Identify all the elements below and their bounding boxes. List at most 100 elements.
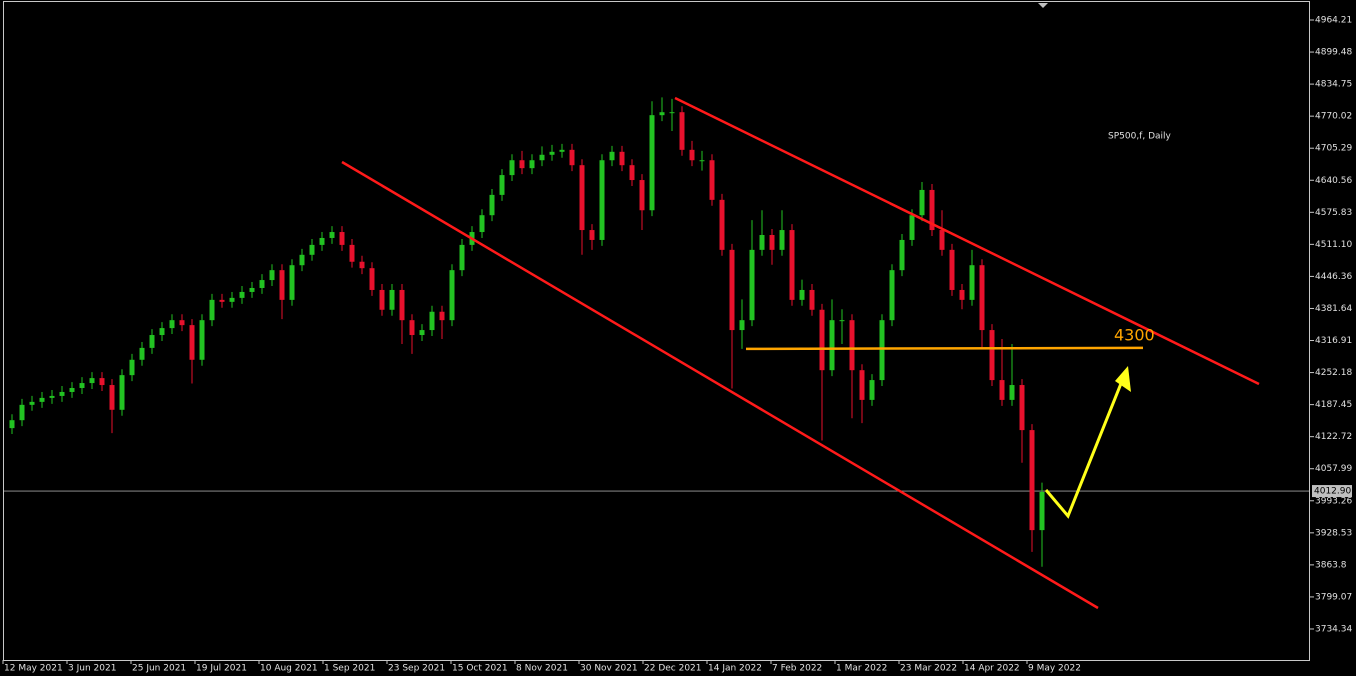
candle-body: [89, 378, 95, 384]
price-label: 4012.90: [1314, 487, 1351, 497]
candle-body: [79, 383, 85, 389]
y-tick-label: 4964.21: [1315, 15, 1352, 25]
candle-body: [749, 249, 755, 321]
x-tick-label: 3 Jun 2021: [68, 664, 116, 674]
candle-body: [849, 320, 855, 371]
x-tick-label: 19 Jul 2021: [196, 664, 247, 674]
candle-body: [59, 391, 65, 396]
y-tick-label: 4770.02: [1315, 112, 1352, 122]
candle-body: [429, 311, 435, 331]
candle-body: [99, 378, 105, 386]
candle-body: [529, 160, 535, 169]
candle-body: [689, 149, 695, 161]
candle-body: [939, 230, 945, 250]
candle-body: [899, 239, 905, 271]
shift-marker: [1038, 3, 1048, 8]
y-tick-label: 4834.75: [1315, 80, 1352, 90]
candle-body: [629, 165, 635, 181]
candle-body: [189, 325, 195, 360]
candle-body: [269, 270, 275, 281]
candle-body: [889, 270, 895, 321]
candle-body: [459, 244, 465, 271]
symbol-label: SP500,f, Daily: [1108, 132, 1172, 142]
x-tick-label: 23 Sep 2021: [388, 664, 445, 674]
candle-body: [819, 309, 825, 371]
candle-body: [339, 232, 345, 245]
y-tick-label: 3734.34: [1315, 624, 1352, 634]
candle-body: [589, 230, 595, 240]
candle-body: [319, 237, 325, 245]
candle-body: [259, 280, 265, 288]
candle-body: [449, 270, 455, 321]
candle-body: [539, 154, 545, 161]
candle-body: [909, 215, 915, 240]
candle-body: [779, 230, 785, 250]
y-tick-label: 4899.48: [1315, 48, 1352, 58]
y-tick-label: 4187.45: [1315, 400, 1352, 410]
candle-body: [159, 328, 165, 336]
candle-body: [119, 375, 125, 410]
candle-body: [299, 254, 305, 266]
plot-border: [3, 1, 1310, 661]
x-tick-label: 14 Apr 2022: [964, 664, 1020, 674]
candle-body: [709, 160, 715, 200]
candle-body: [639, 180, 645, 211]
y-tick-label: 4122.72: [1315, 432, 1352, 442]
candle-body: [569, 149, 575, 166]
candle-body: [869, 380, 875, 400]
candle-body: [839, 320, 845, 322]
candle-body: [1039, 491, 1045, 531]
candle-body: [599, 160, 605, 240]
candle-body: [519, 160, 525, 169]
y-tick-label: 4511.10: [1315, 240, 1352, 250]
candle-body: [289, 265, 295, 300]
candle-body: [359, 261, 365, 269]
candle-body: [669, 112, 675, 114]
x-tick-label: 22 Dec 2021: [644, 664, 702, 674]
x-tick-label: 9 May 2022: [1028, 664, 1081, 674]
candle-body: [9, 420, 15, 429]
x-tick-label: 7 Feb 2022: [772, 664, 822, 674]
x-tick-label: 23 Mar 2022: [900, 664, 957, 674]
candle-body: [279, 270, 285, 300]
y-tick-label: 4446.36: [1315, 272, 1352, 282]
candle-body: [1009, 385, 1015, 400]
y-tick-label: 4316.91: [1315, 336, 1352, 346]
y-tick-label: 3928.53: [1315, 528, 1352, 538]
candle-body: [39, 397, 45, 402]
candle-body: [559, 149, 565, 152]
candle-body: [179, 320, 185, 326]
candle-body: [389, 289, 395, 310]
candle-body: [409, 320, 415, 336]
candle-body: [509, 160, 515, 176]
candle-body: [919, 189, 925, 216]
plot-area: [3, 97, 1310, 567]
channel-lower: [341, 160, 1099, 610]
x-tick-label: 30 Nov 2021: [580, 664, 638, 674]
candle-body: [419, 330, 425, 336]
candle-body: [369, 268, 375, 290]
candle-body: [169, 320, 175, 329]
x-tick-label: 1 Mar 2022: [836, 664, 887, 674]
y-tick-label: 4252.18: [1315, 368, 1352, 378]
candle-body: [329, 232, 335, 238]
candle-body: [29, 401, 35, 405]
y-tick-label: 3993.26: [1315, 496, 1352, 506]
arrow-head: [1115, 366, 1131, 392]
candle-body: [129, 359, 135, 376]
candle-body: [719, 199, 725, 250]
candle-body: [489, 194, 495, 216]
candle-body: [769, 235, 775, 250]
x-tick-label: 25 Jun 2021: [132, 664, 186, 674]
price-box: [1312, 485, 1352, 498]
candle-body: [199, 320, 205, 360]
candle-body: [679, 112, 685, 150]
candle-body: [139, 347, 145, 360]
candle-body: [989, 330, 995, 381]
candle-body: [249, 287, 255, 292]
candle-body: [149, 335, 155, 348]
y-tick-label: 3863.8: [1315, 560, 1347, 570]
y-tick-label: 3799.07: [1315, 592, 1352, 602]
